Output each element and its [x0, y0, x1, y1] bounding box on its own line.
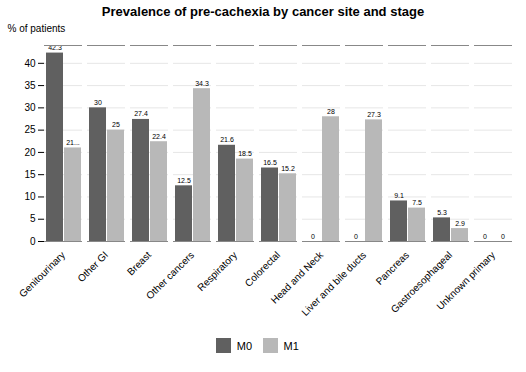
svg-text:10: 10: [24, 191, 36, 202]
svg-text:22.4: 22.4: [152, 133, 166, 140]
svg-text:30: 30: [94, 99, 102, 106]
html-text:Prevalence of pre-cachexia by: Prevalence of pre-cachexia by cancer sit…: [101, 4, 425, 19]
svg-text:9.1: 9.1: [394, 192, 404, 199]
svg-text:21...: 21...: [66, 139, 80, 146]
svg-text:40: 40: [24, 58, 36, 69]
svg-text:25: 25: [24, 124, 36, 135]
svg-text:2.9: 2.9: [455, 220, 465, 227]
html-text:M1: M1: [283, 339, 299, 352]
svg-text:Respiratory: Respiratory: [195, 249, 239, 293]
svg-text:42.3: 42.3: [48, 44, 62, 52]
svg-text:Other GI: Other GI: [75, 249, 110, 284]
svg-text:Pancreas: Pancreas: [374, 249, 412, 287]
svg-text:0: 0: [483, 233, 487, 240]
svg-text:Head and Neck: Head and Neck: [268, 249, 326, 306]
svg-text:Genitourinary: Genitourinary: [17, 249, 67, 299]
svg-text:16.5: 16.5: [263, 159, 277, 166]
svg-text:35: 35: [24, 80, 36, 91]
svg-text:% of patients: % of patients: [8, 23, 66, 34]
svg-text:Other cancers: Other cancers: [144, 249, 196, 301]
html-text:M0: M0: [236, 339, 252, 352]
svg-text:18.5: 18.5: [238, 150, 252, 157]
svg-text:0: 0: [354, 233, 358, 240]
svg-text:0: 0: [501, 233, 505, 240]
svg-text:7.5: 7.5: [412, 199, 422, 206]
svg-text:21.6: 21.6: [220, 136, 234, 143]
svg-text:20: 20: [24, 147, 36, 158]
svg-text:0: 0: [30, 236, 36, 247]
svg-text:12.5: 12.5: [177, 177, 191, 184]
svg-text:30: 30: [24, 102, 36, 113]
svg-text:5.3: 5.3: [437, 209, 447, 216]
svg-text:Breast: Breast: [125, 249, 153, 277]
svg-text:Gastroesophageal: Gastroesophageal: [388, 249, 455, 315]
svg-text:Liver and bile ducts: Liver and bile ducts: [299, 249, 368, 318]
svg-text:Unknown primary: Unknown primary: [434, 249, 497, 312]
svg-text:34.3: 34.3: [195, 80, 209, 87]
svg-text:15.2: 15.2: [281, 165, 295, 172]
svg-text:Colorectal: Colorectal: [243, 249, 283, 289]
svg-text:27.3: 27.3: [367, 111, 381, 118]
svg-text:27.4: 27.4: [134, 110, 148, 117]
svg-text:0: 0: [311, 233, 315, 240]
svg-text:25: 25: [112, 121, 120, 128]
svg-text:28: 28: [327, 108, 335, 115]
svg-text:15: 15: [24, 169, 36, 180]
svg-text:5: 5: [30, 213, 36, 224]
